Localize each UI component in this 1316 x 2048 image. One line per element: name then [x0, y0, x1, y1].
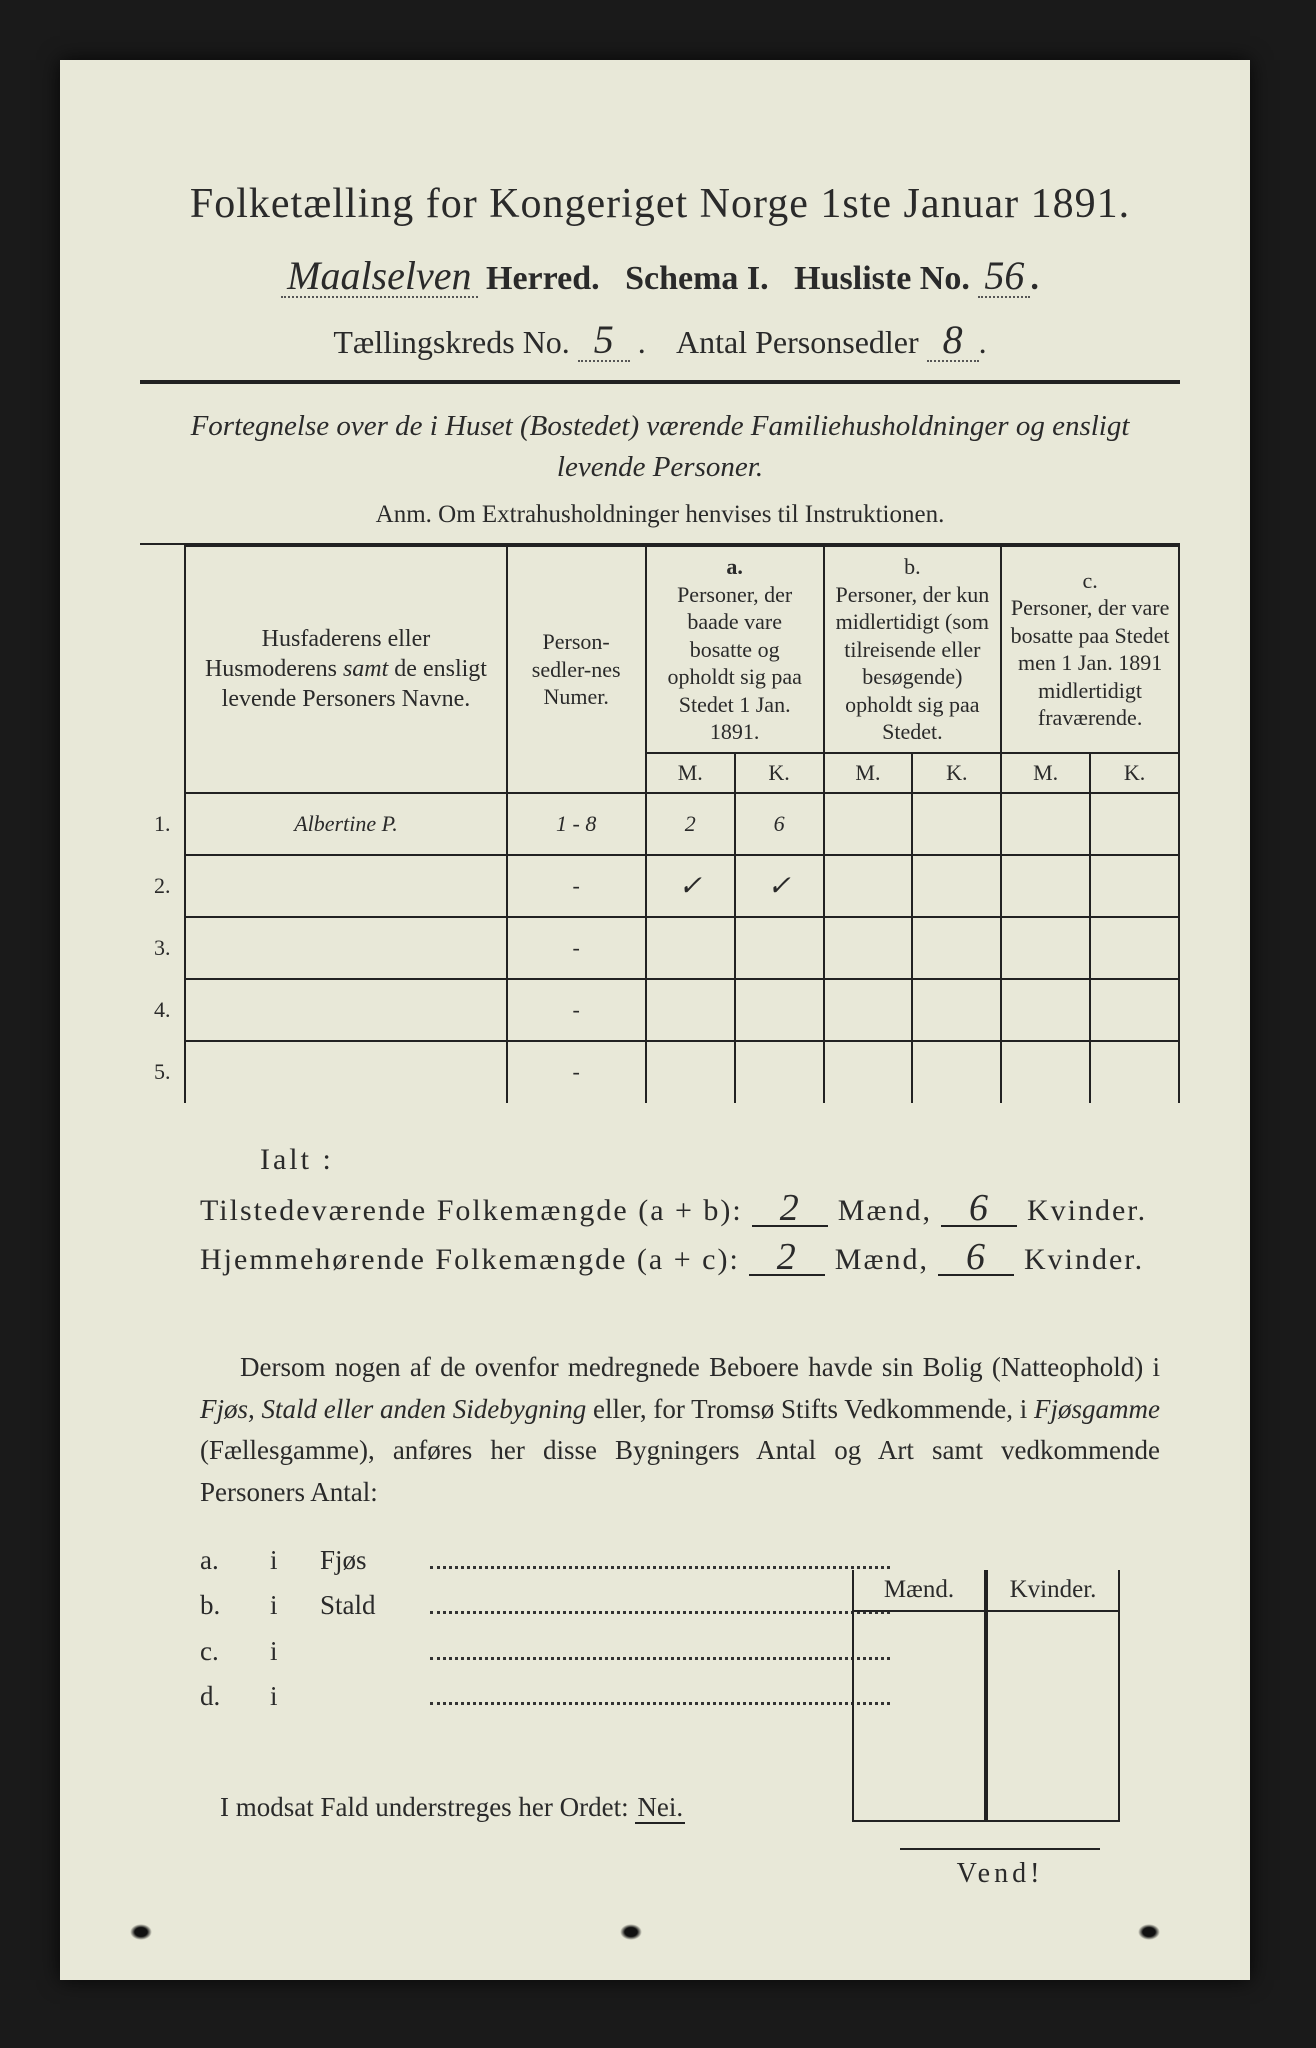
table-row: 1. Albertine P. 1 - 8 2 6 — [140, 793, 1179, 855]
husliste-number-handwritten: 56 — [978, 256, 1030, 298]
punch-hole-icon — [130, 1924, 152, 1940]
col-header-names: Husfaderens eller Husmoderens samt de en… — [185, 546, 506, 793]
sum-present: Tilstedeværende Folkemængde (a + b): 2 M… — [200, 1191, 1180, 1228]
subhead-c-k: K. — [1090, 753, 1179, 793]
col-header-b: b. Personer, der kun midlertidigt (som t… — [824, 546, 1002, 753]
nei-word: Nei. — [635, 1792, 685, 1824]
subhead-b-m: M. — [824, 753, 913, 793]
vend-label: Vend! — [900, 1848, 1100, 1890]
punch-hole-icon — [620, 1924, 642, 1940]
name-cell: Albertine P. — [185, 793, 506, 855]
sum2-k: 6 — [938, 1240, 1014, 1276]
census-form-page: Folketælling for Kongeriget Norge 1ste J… — [60, 60, 1250, 1980]
table-row: 5. - — [140, 1041, 1179, 1103]
table-row: 3. - — [140, 917, 1179, 979]
antal-label: Antal Personsedler — [676, 324, 919, 360]
heavy-rule — [140, 380, 1180, 384]
kreds-label: Tællingskreds No. — [333, 324, 569, 360]
table-row: 4. - — [140, 979, 1179, 1041]
header-line-2: Maalselven Herred. Schema I. Husliste No… — [140, 256, 1180, 298]
dotted-line — [430, 1544, 890, 1569]
punch-hole-icon — [1138, 1924, 1160, 1940]
mk-columns: Mænd. Kvinder. — [852, 1570, 1120, 1822]
subhead-a-k: K. — [735, 753, 824, 793]
kreds-number-handwritten: 5 — [578, 320, 630, 362]
herred-label: Herred. — [486, 260, 600, 297]
subhead-c-m: M. — [1001, 753, 1090, 793]
outbuilding-paragraph: Dersom nogen af de ovenfor medregnede Be… — [200, 1347, 1160, 1514]
col-header-numer: Person-sedler-nes Numer. — [507, 546, 646, 793]
sum2-m: 2 — [749, 1240, 825, 1276]
subhead-b-k: K. — [912, 753, 1001, 793]
subtitle: Fortegnelse over de i Huset (Bostedet) v… — [170, 406, 1150, 487]
sum-resident: Hjemmehørende Folkemængde (a + c): 2 Mæn… — [200, 1240, 1180, 1277]
sum1-m: 2 — [752, 1191, 828, 1227]
col-header-c: c. Personer, der vare bosatte paa Stedet… — [1001, 546, 1179, 753]
annotation-line: Anm. Om Extrahusholdninger henvises til … — [140, 501, 1180, 529]
maend-column: Mænd. — [852, 1570, 986, 1822]
numer-cell: 1 - 8 — [507, 793, 646, 855]
header-line-3: Tællingskreds No. 5 . Antal Personsedler… — [140, 320, 1180, 362]
household-table: Husfaderens eller Husmoderens samt de en… — [140, 545, 1180, 1103]
husliste-label: Husliste No. — [794, 260, 970, 297]
col-header-a: a. Personer, der baade vare bosatte og o… — [646, 546, 824, 753]
ialt-label: Ialt : — [260, 1143, 1180, 1177]
sum1-k: 6 — [941, 1191, 1017, 1227]
herred-name-handwritten: Maalselven — [281, 256, 477, 298]
table-row: 2. - ✓ ✓ — [140, 855, 1179, 917]
antal-number-handwritten: 8 — [927, 320, 979, 362]
page-title: Folketælling for Kongeriget Norge 1ste J… — [140, 180, 1180, 228]
kvinder-column: Kvinder. — [986, 1570, 1120, 1822]
schema-label: Schema I. — [625, 260, 769, 297]
subhead-a-m: M. — [646, 753, 735, 793]
